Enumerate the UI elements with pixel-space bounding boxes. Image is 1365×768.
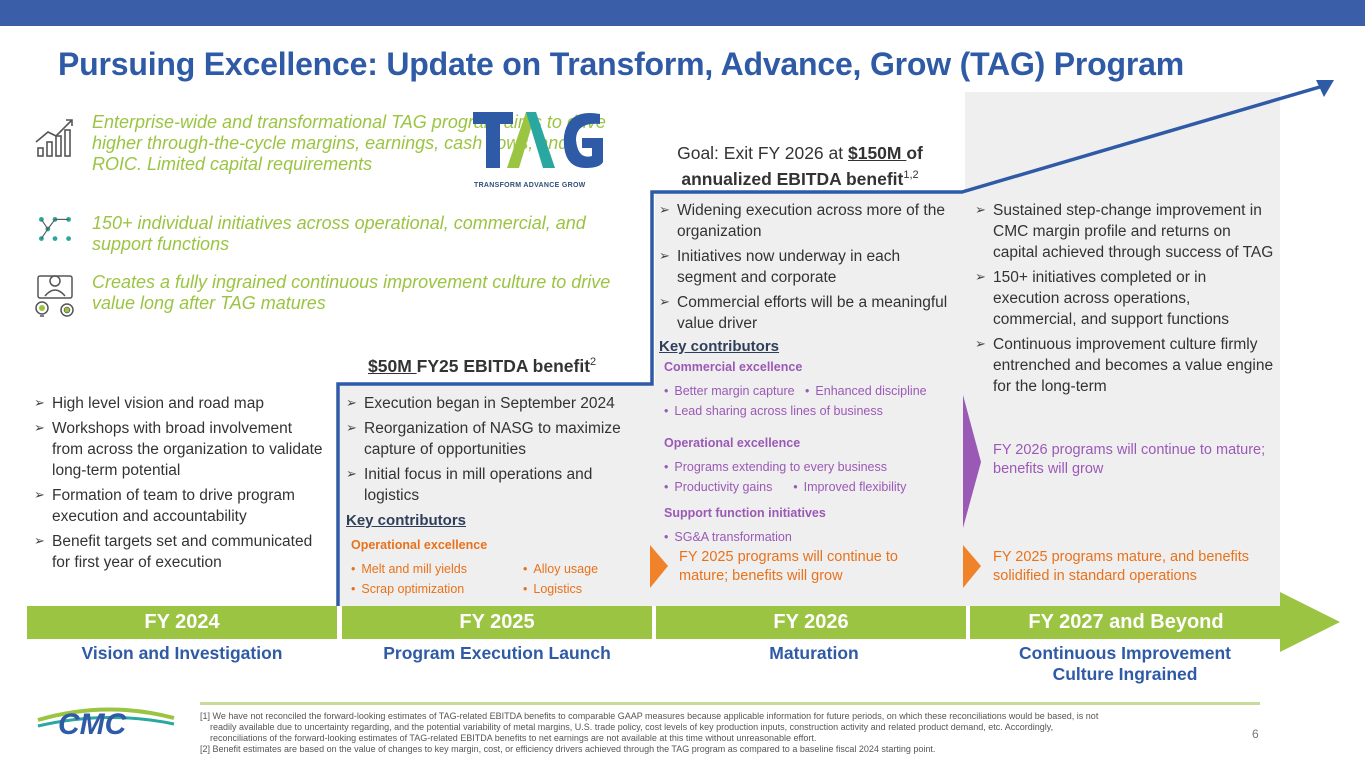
fy2026-contributor: Improved flexibility bbox=[793, 480, 906, 494]
page-title: Pursuing Excellence: Update on Transform… bbox=[58, 46, 1184, 82]
fy2025-bullet: Execution began in September 2024 bbox=[346, 393, 651, 414]
tag-logo bbox=[473, 112, 603, 168]
fy2025-contributor: Melt and mill yields bbox=[351, 559, 523, 579]
fy2025-contributor: Alloy usage bbox=[523, 559, 598, 579]
fy2026-contributor: Enhanced discipline bbox=[805, 384, 927, 398]
phase-fy2024: Vision and Investigation bbox=[81, 643, 283, 663]
intro-item-3: Creates a fully ingrained continuous imp… bbox=[30, 272, 620, 322]
fy2026-bullet: Commercial efforts will be a meaningful … bbox=[659, 292, 959, 334]
fy2027-bullet: 150+ initiatives completed or in executi… bbox=[975, 267, 1275, 330]
purple-chevron-fy27 bbox=[963, 395, 981, 528]
timeline-fy2026: FY 2026 bbox=[656, 606, 966, 639]
cmc-logo-text: CMC bbox=[58, 708, 128, 740]
tag-logo-subtitle: TRANSFORM ADVANCE GROW bbox=[474, 182, 586, 189]
intro-text-2: 150+ individual initiatives across opera… bbox=[92, 213, 586, 254]
footer-divider bbox=[200, 702, 1260, 705]
phase-fy2026: Maturation bbox=[769, 643, 859, 663]
growth-chart-icon bbox=[35, 119, 73, 157]
goal-suffix: of bbox=[906, 143, 923, 163]
fy2024-column: High level vision and road map Workshops… bbox=[34, 393, 326, 577]
fy2024-bullet: Workshops with broad involvement from ac… bbox=[34, 418, 326, 481]
fy2024-bullet: Formation of team to drive program execu… bbox=[34, 485, 326, 527]
fy2025-bullet: Initial focus in mill operations and log… bbox=[346, 464, 651, 506]
fy2026-contributor: SG&A transformation bbox=[664, 527, 959, 547]
phase-fy2027: Continuous Improvement Culture Ingrained bbox=[970, 643, 1280, 685]
fy2024-bullet: High level vision and road map bbox=[34, 393, 326, 414]
top-banner bbox=[0, 0, 1365, 26]
fy2026-bullet: Initiatives now underway in each segment… bbox=[659, 246, 959, 288]
fy2026-group-heading: Support function initiatives bbox=[664, 506, 826, 520]
fy2025-group-heading: Operational excellence bbox=[351, 538, 488, 552]
goal-prefix: Goal: Exit FY 2026 at bbox=[677, 143, 848, 163]
intro-text-3: Creates a fully ingrained continuous imp… bbox=[92, 272, 611, 313]
fy2025-column: Execution began in September 2024 Reorga… bbox=[346, 393, 651, 599]
cmc-logo: CMC bbox=[37, 707, 175, 740]
fy2027-carry-purple: FY 2026 programs will continue to mature… bbox=[993, 442, 1266, 477]
fy2026-group-heading: Commercial excellence bbox=[664, 360, 803, 374]
goal-amount: $150M bbox=[847, 143, 907, 163]
fy2027-column: Sustained step-change improvement in CMC… bbox=[975, 200, 1275, 401]
fy2025-contributor: Logistics bbox=[523, 579, 598, 599]
fy25-benefit: $50M FY25 EBITDA benefit2 bbox=[368, 356, 596, 377]
fy2026-carry-forward: FY 2025 programs will continue to mature… bbox=[679, 549, 898, 584]
timeline-fy2024: FY 2024 bbox=[27, 606, 337, 639]
intro-item-2: 150+ individual initiatives across opera… bbox=[30, 213, 620, 255]
orange-chevron-fy27 bbox=[963, 545, 981, 588]
fy2026-bullet: Widening execution across more of the or… bbox=[659, 200, 959, 242]
goal-footnote-ref: 1,2 bbox=[903, 169, 919, 181]
phase-fy2027-line1: Continuous Improvement bbox=[1019, 643, 1231, 663]
fy2026-contributor: Better margin capture bbox=[664, 384, 795, 398]
fy25-footnote-ref: 2 bbox=[590, 356, 597, 369]
fy2027-carry-orange: FY 2025 programs mature, and benefits so… bbox=[993, 549, 1250, 584]
footnote-2: [2] Benefit estimates are based on the v… bbox=[200, 744, 936, 754]
page-number: 6 bbox=[1252, 727, 1259, 741]
progress-step-line bbox=[336, 82, 1331, 606]
orange-chevron-fy26 bbox=[650, 545, 668, 588]
footnotes: [1] We have not reconciled the forward-l… bbox=[200, 711, 1105, 755]
fy2026-contributor-row: Productivity gains Improved flexibility bbox=[664, 477, 959, 497]
goal-line2: annualized EBITDA benefit bbox=[681, 168, 904, 189]
fy2026-contributor-row: Better margin capture Enhanced disciplin… bbox=[664, 381, 959, 401]
timeline-arrow-head bbox=[1280, 592, 1340, 652]
fy2025-contributor: Scrap optimization bbox=[351, 579, 523, 599]
team-ideas-icon bbox=[35, 275, 74, 317]
fy2026-contributor: Programs extending to every business bbox=[664, 457, 959, 477]
fy2026-group-heading: Operational excellence bbox=[664, 436, 801, 450]
fy2024-bullet: Benefit targets set and communicated for… bbox=[34, 531, 326, 573]
fy25-benefit-text: FY25 EBITDA benefit bbox=[416, 356, 591, 376]
footnote-1: [1] We have not reconciled the forward-l… bbox=[200, 711, 1099, 743]
fy2026-contributor: Lead sharing across lines of business bbox=[664, 401, 959, 421]
network-icon bbox=[39, 217, 71, 241]
phase-fy2025: Program Execution Launch bbox=[383, 643, 611, 663]
fy2027-bullet: Continuous improvement culture firmly en… bbox=[975, 334, 1275, 397]
fy2026-contributor: Productivity gains bbox=[664, 480, 772, 494]
timeline-fy2025: FY 2025 bbox=[342, 606, 652, 639]
fy2027-bullet: Sustained step-change improvement in CMC… bbox=[975, 200, 1275, 263]
phase-fy2027-line2: Culture Ingrained bbox=[1052, 664, 1198, 684]
timeline-fy2027: FY 2027 and Beyond bbox=[970, 606, 1282, 639]
fy2026-column: Widening execution across more of the or… bbox=[659, 200, 959, 547]
fy2025-key-contributors: Key contributors bbox=[346, 512, 467, 529]
fy2025-bullet: Reorganization of NASG to maximize captu… bbox=[346, 418, 651, 460]
fy25-benefit-amount: $50M bbox=[368, 356, 417, 376]
goal-statement: Goal: Exit FY 2026 at $150M of annualize… bbox=[650, 142, 950, 190]
fy2026-key-contributors: Key contributors bbox=[659, 338, 780, 355]
progress-arrow-head bbox=[1316, 80, 1334, 97]
